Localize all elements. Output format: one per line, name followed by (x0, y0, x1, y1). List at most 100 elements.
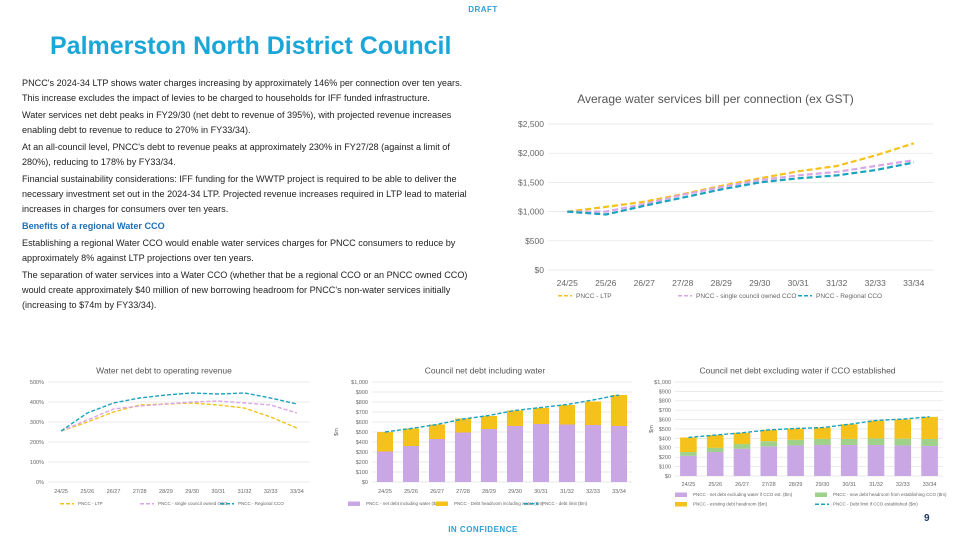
chart-title: Council net debt including water (425, 366, 546, 376)
x-tick-label: 32/33 (586, 489, 600, 495)
chart-svg: Council net debt excluding water if CCO … (649, 366, 947, 507)
body-text: PNCC's 2024-34 LTP shows water charges i… (22, 76, 472, 315)
x-tick-label: 26/27 (107, 489, 121, 495)
legend-label: PNCC - LTP (576, 293, 612, 300)
page-title: Palmerston North District Council (50, 32, 452, 60)
y-tick-label: $500 (356, 430, 368, 436)
series-line-1 (60, 400, 298, 432)
x-tick-label: 33/34 (903, 278, 925, 288)
x-tick-label: 31/32 (869, 482, 883, 488)
chart-net-debt-including-water: Council net debt including water $0 $100 $2… (330, 362, 640, 512)
bar-0 (428, 439, 446, 482)
bar-1 (402, 428, 420, 446)
x-tick-label: 31/32 (560, 489, 574, 495)
x-tick-label: 26/27 (634, 278, 656, 288)
x-tick-label: 29/30 (816, 482, 830, 488)
x-tick-label: 29/30 (749, 278, 771, 288)
x-tick-label: 27/28 (762, 482, 776, 488)
bar-0 (376, 451, 394, 482)
bar-0 (921, 445, 938, 476)
paragraph: The separation of water services into a … (22, 270, 468, 310)
y-tick-label: $800 (356, 400, 368, 406)
y-tick-label: $300 (356, 450, 368, 456)
bar-2 (760, 429, 778, 442)
paragraph: PNCC's 2024-34 LTP shows water charges i… (22, 78, 463, 103)
chart-svg: Council net debt including water $0 $100 $2… (334, 366, 632, 506)
x-tick-label: 32/33 (865, 278, 887, 288)
chart-svg: Average water services bill per connecti… (518, 92, 933, 300)
x-tick-label: 28/29 (711, 278, 733, 288)
bar-2 (840, 424, 858, 439)
bar-1 (454, 418, 472, 433)
chart-title: Average water services bill per connecti… (577, 92, 854, 106)
x-tick-label: 29/30 (508, 489, 522, 495)
x-tick-label: 27/28 (456, 489, 470, 495)
paragraph: Financial sustainability considerations:… (22, 174, 467, 214)
series-line-0 (567, 142, 915, 213)
bar-1 (894, 438, 912, 446)
y-tick-label: 200% (30, 440, 44, 446)
bar-1 (733, 444, 751, 449)
x-tick-label: 24/25 (557, 278, 579, 288)
series-line-2 (567, 161, 915, 216)
y-tick-label: $1,000 (518, 207, 544, 217)
chart-title: Water net debt to operating revenue (96, 366, 232, 376)
chart-title: Council net debt excluding water if CCO … (699, 366, 895, 376)
bar-0 (760, 446, 778, 476)
y-tick-label: $1,000 (654, 380, 671, 386)
y-tick-label: $400 (356, 440, 368, 446)
x-tick-label: 26/27 (430, 489, 444, 495)
x-tick-label: 32/33 (896, 482, 910, 488)
bar-2 (814, 427, 831, 439)
legend-swatch (815, 492, 827, 497)
x-tick-label: 30/31 (211, 489, 225, 495)
y-tick-label: $600 (659, 418, 671, 424)
bar-2 (706, 435, 724, 448)
legend-swatch (675, 492, 687, 497)
bar-0 (814, 444, 831, 476)
x-tick-label: 31/32 (238, 489, 252, 495)
y-tick-label: 100% (30, 460, 44, 466)
bar-0 (733, 448, 751, 476)
x-tick-label: 28/29 (482, 489, 496, 495)
bar-2 (894, 419, 912, 439)
x-tick-label: 24/25 (54, 489, 68, 495)
bar-1 (706, 447, 724, 453)
y-tick-label: 400% (30, 400, 44, 406)
chart-svg: Water net debt to operating revenue 0% 100… (30, 366, 310, 506)
y-tick-label: $400 (659, 436, 671, 442)
y-tick-label: $900 (659, 389, 671, 395)
legend-swatch (348, 501, 360, 506)
legend-swatch (436, 501, 448, 506)
legend-label: PNCC - single council owned CCO (158, 501, 228, 506)
y-tick-label: 0% (36, 480, 44, 486)
draft-mark: DRAFT (468, 5, 498, 14)
section-heading: Benefits of a regional Water CCO (22, 221, 165, 231)
bar-0 (610, 426, 628, 482)
bar-0 (894, 445, 912, 476)
x-tick-label: 33/34 (612, 489, 626, 495)
x-tick-label: 24/25 (378, 489, 392, 495)
x-tick-label: 28/29 (789, 482, 803, 488)
bar-1 (787, 439, 804, 446)
legend-label: PNCC - new debt headroom from establishi… (833, 492, 947, 497)
bar-1 (921, 438, 938, 446)
bar-0 (584, 425, 602, 482)
x-tick-label: 25/26 (80, 489, 94, 495)
legend-label: PNCC - LTP (78, 501, 103, 506)
bar-1 (558, 405, 576, 425)
bar-1 (506, 410, 524, 426)
bar-1 (480, 416, 498, 429)
legend-label: PNCC - Debt limit if CCO established ($m… (833, 502, 918, 507)
y-tick-label: $2,500 (518, 119, 544, 129)
y-tick-label: $0 (362, 480, 368, 486)
x-tick-label: 33/34 (923, 482, 937, 488)
x-tick-label: 29/30 (185, 489, 199, 495)
bar-1 (376, 432, 394, 452)
legend-label: PNCC - existing debt headroom ($m) (693, 502, 768, 507)
bar-1 (760, 441, 778, 447)
y-tick-label: $100 (356, 470, 368, 476)
y-tick-label: 300% (30, 420, 44, 426)
paragraph: Establishing a regional Water CCO would … (22, 238, 456, 263)
y-tick-label: $800 (659, 399, 671, 405)
